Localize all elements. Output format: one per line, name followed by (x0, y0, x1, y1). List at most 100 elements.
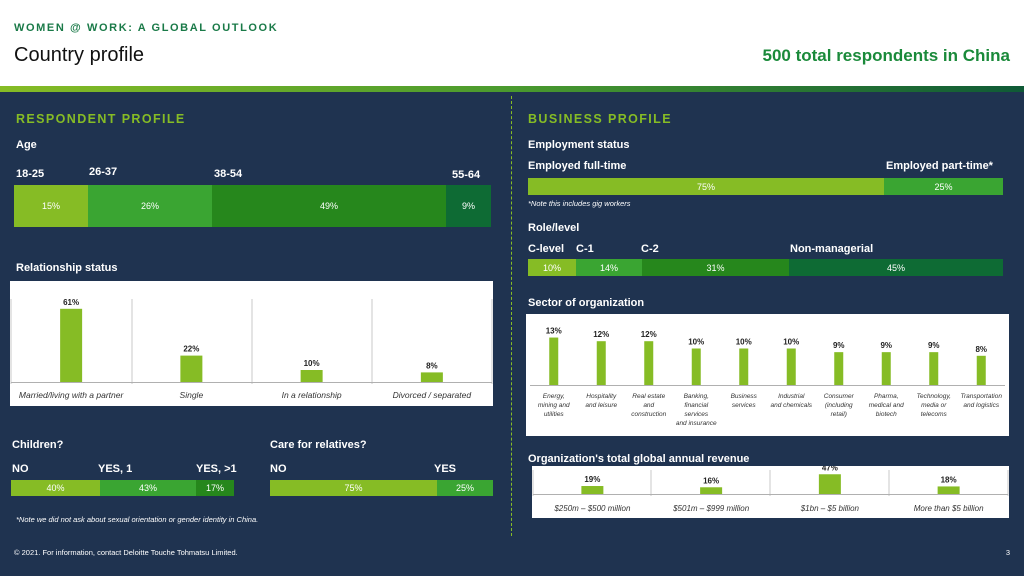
relationship-bar (420, 372, 443, 382)
sector-category-label: telecoms (921, 411, 948, 418)
employment-label-full-time: Employed full-time (528, 160, 627, 172)
age-segment-26-37: 26% (88, 185, 212, 227)
relationship-category-label: In a relationship (282, 390, 342, 400)
revenue-panel: 19% $250m – $500 million 16% $501m – $999 m… (532, 463, 1009, 518)
employment-title: Employment status (528, 139, 630, 151)
revenue-category-label: More than $5 billion (914, 504, 984, 513)
revenue-bar (581, 486, 604, 494)
revenue-data-label: 18% (941, 475, 957, 484)
sector-data-label: 8% (975, 345, 987, 354)
revenue-bar (937, 486, 960, 494)
relationship-bar (60, 308, 83, 382)
sector-category-label: Transportation (961, 393, 1003, 400)
respondent-profile-title: RESPONDENT PROFILE (16, 112, 186, 126)
children-title: Children? (12, 439, 64, 451)
revenue-data-label: 19% (584, 475, 600, 484)
respondent-count: 500 total respondents in China (762, 46, 1011, 65)
age-segment-18-25: 15% (14, 185, 88, 227)
employment-segment-part-time: 25% (884, 178, 1003, 195)
orientation-note: *Note we did not ask about sexual orient… (16, 515, 259, 524)
page-title: Country profile (14, 44, 145, 66)
role-stacked-bar: 10% 14% 31% 45% (528, 259, 1003, 276)
relationship-data-label: 10% (304, 359, 320, 368)
sector-data-label: 10% (783, 338, 799, 347)
role-label-c-1: C-1 (576, 243, 594, 255)
sector-category-label: financial (684, 402, 708, 409)
sector-data-label: 10% (688, 338, 704, 347)
sector-panel: 13% Energy, mining and utilities 12% Hospital… (526, 314, 1009, 436)
revenue-bar (700, 487, 723, 494)
sector-data-label: 9% (833, 341, 845, 350)
sector-bar (834, 352, 844, 385)
employment-label-part-time: Employed part-time* (886, 160, 993, 172)
sector-chart: 13% Energy, mining and utilities 12% Hospital… (530, 327, 1005, 427)
sector-category-label: retail) (831, 411, 847, 418)
age-segment-55-64: 9% (446, 185, 491, 227)
sector-data-label: 12% (641, 330, 657, 339)
sector-category-label: Real estate (632, 393, 665, 400)
role-segment-c-level: 10% (528, 259, 576, 276)
gig-workers-note: *Note this includes gig workers (528, 199, 631, 208)
report-kicker: WOMEN @ WORK: A GLOBAL OUTLOOK (14, 22, 279, 34)
sector-bar (881, 352, 891, 385)
copyright: © 2021. For information, contact Deloitt… (14, 548, 238, 557)
sector-data-label: 9% (880, 341, 892, 350)
role-title: Role/level (528, 222, 580, 234)
relationship-title: Relationship status (16, 262, 118, 274)
age-title: Age (16, 139, 37, 151)
role-label-non-managerial: Non-managerial (790, 243, 874, 255)
sector-category-label: Banking, (684, 393, 709, 400)
sector-category-label: utilities (544, 411, 565, 418)
sector-category-label: media or (921, 402, 947, 409)
sector-category-label: Pharma, (874, 393, 899, 400)
sector-category-label: construction (631, 411, 666, 418)
page-header: WOMEN @ WORK: A GLOBAL OUTLOOK Country p… (0, 0, 1024, 86)
sector-bar (691, 348, 701, 385)
relationship-bar (300, 370, 323, 382)
role-segment-c-2: 31% (642, 259, 789, 276)
sector-category-label: and leisure (585, 402, 617, 409)
children-label-yes-1: YES, 1 (98, 463, 133, 475)
sector-data-label: 9% (928, 341, 940, 350)
children-segment-yes-more: 17% (196, 480, 234, 496)
role-segment-c-1: 14% (576, 259, 642, 276)
sector-title: Sector of organization (528, 297, 645, 309)
header-divider (0, 86, 1024, 92)
sector-data-label: 10% (736, 338, 752, 347)
relationship-bar (180, 355, 203, 382)
care-label-no: NO (270, 463, 287, 475)
relationship-chart: 61% Married/living with a partner 22% Singl… (10, 298, 493, 400)
children-label-yes-more: YES, >1 (196, 463, 237, 475)
role-label-c-level: C-level (528, 243, 565, 255)
relationship-category-label: Single (180, 390, 204, 400)
sector-category-label: services (732, 402, 757, 409)
sector-category-label: mining and (538, 402, 570, 409)
sector-category-label: and insurance (676, 420, 717, 427)
sector-bar (644, 341, 654, 385)
age-label-38-54: 38-54 (214, 168, 243, 180)
column-divider (511, 96, 512, 536)
revenue-category-label: $1bn – $5 billion (800, 504, 860, 513)
sector-category-label: services (684, 411, 709, 418)
sector-category-label: and (643, 402, 654, 409)
sector-bar (976, 355, 986, 385)
sector-category-label: and logistics (963, 402, 1000, 409)
business-profile-title: BUSINESS PROFILE (528, 112, 672, 126)
sector-category-label: (including (825, 402, 853, 409)
sector-category-label: Industrial (778, 393, 805, 400)
relationship-panel: 61% Married/living with a partner 22% Singl… (10, 281, 493, 406)
sector-bar (739, 348, 749, 385)
care-segment-yes: 25% (437, 480, 493, 496)
age-label-26-37: 26-37 (89, 166, 118, 178)
age-stacked-bar: 15% 26% 49% 9% (14, 185, 491, 227)
sector-category-label: Consumer (824, 393, 855, 400)
revenue-title: Organization's total global annual reven… (528, 453, 750, 465)
care-segment-no: 75% (270, 480, 437, 496)
care-label-yes: YES (434, 463, 457, 475)
sector-data-label: 12% (593, 330, 609, 339)
role-segment-non-managerial: 45% (789, 259, 1003, 276)
sector-bar (549, 337, 559, 385)
relationship-category-label: Married/living with a partner (19, 390, 125, 400)
revenue-category-label: $250m – $500 million (553, 504, 631, 513)
age-label-55-64: 55-64 (452, 169, 481, 181)
